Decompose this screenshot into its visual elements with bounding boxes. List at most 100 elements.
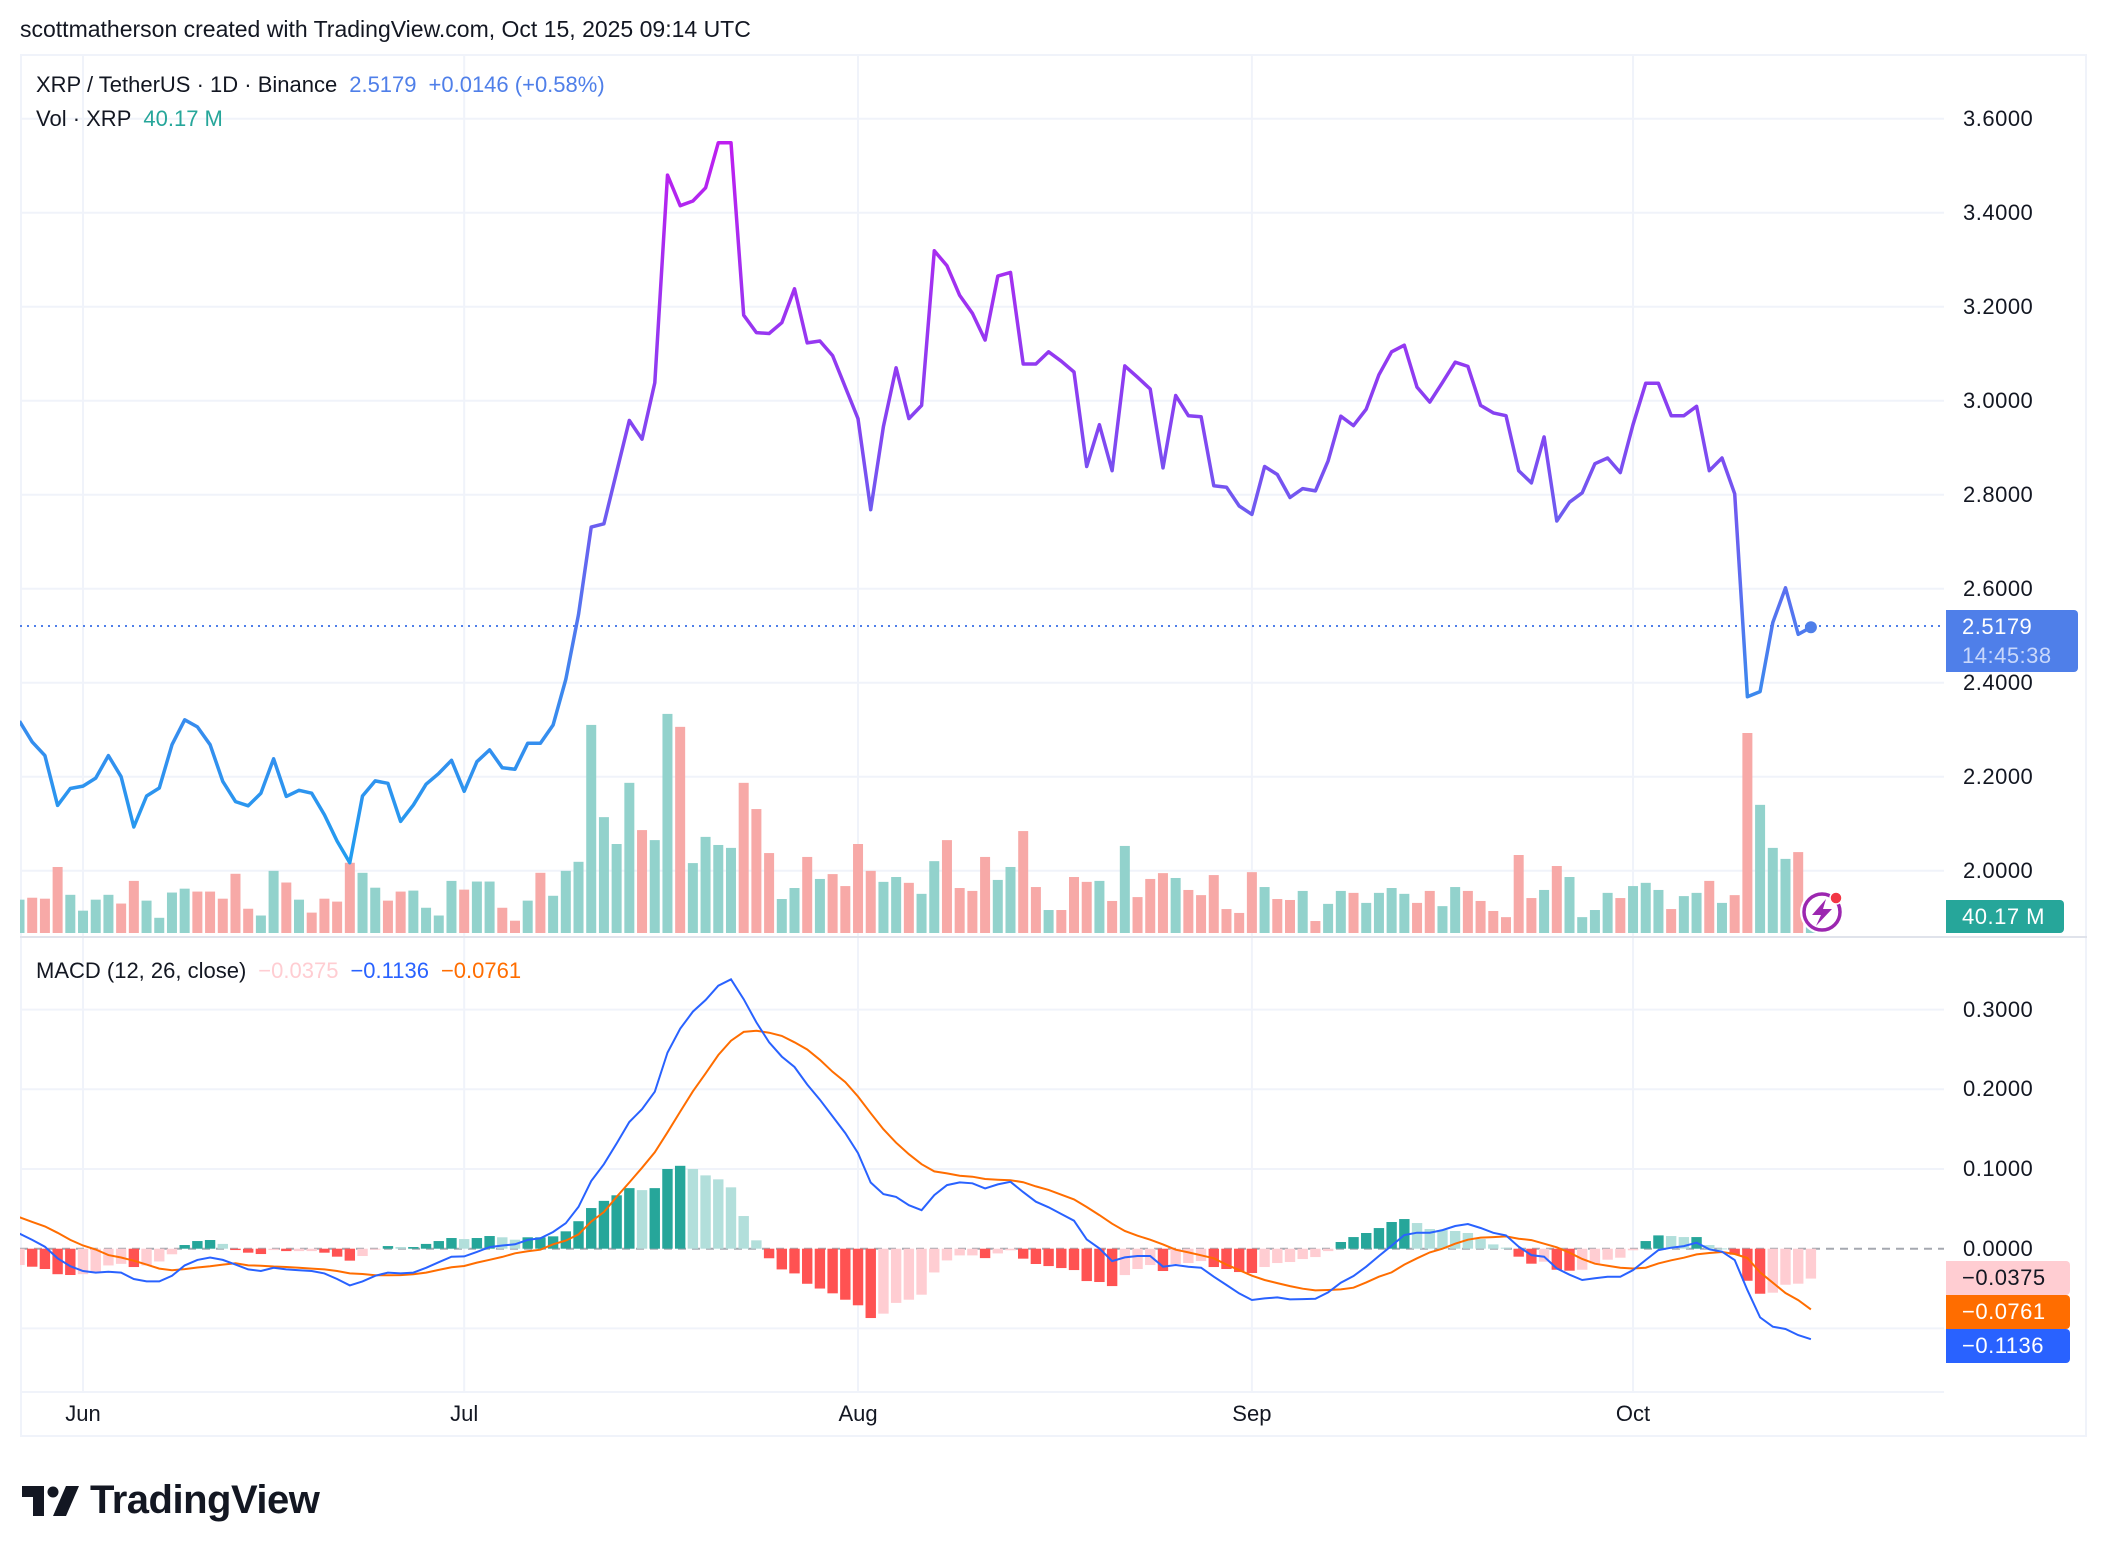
volume-bar xyxy=(751,809,762,933)
volume-bar xyxy=(1272,899,1283,933)
macd-histogram-bar xyxy=(1373,1228,1385,1249)
volume-bar xyxy=(281,882,292,933)
volume-bar xyxy=(166,892,177,933)
last-price-tag-value: 2.5179 xyxy=(1962,614,2033,639)
time-axis-label: Jun xyxy=(65,1401,101,1426)
signal-tag: −0.0761 xyxy=(1946,1295,2070,1329)
alert-lightning-icon[interactable] xyxy=(1800,890,1844,934)
macd-histogram-bar xyxy=(1589,1248,1601,1264)
macd-histogram-value: −0.0375 xyxy=(258,958,339,983)
volume-bar xyxy=(268,870,279,933)
price-axis-label: 3.6000 xyxy=(1963,105,2034,131)
volume-bar xyxy=(992,879,1003,933)
volume-bar xyxy=(1018,831,1029,933)
macd-histogram-bar xyxy=(776,1248,787,1270)
macd-histogram-bar xyxy=(1068,1248,1080,1271)
volume-bar xyxy=(1323,903,1334,933)
volume-bar xyxy=(294,899,305,933)
volume-bar xyxy=(1183,889,1194,933)
macd-histogram-bar xyxy=(662,1169,673,1249)
grid-lines xyxy=(20,56,1944,1392)
macd-histogram-bar xyxy=(916,1248,927,1295)
macd-histogram-bar xyxy=(1449,1231,1461,1249)
volume-bar xyxy=(789,888,800,933)
macd-histogram-bar xyxy=(1056,1248,1067,1269)
volume-bar xyxy=(1615,898,1626,933)
macd-histogram-bar xyxy=(1246,1248,1258,1274)
volume-bar xyxy=(1526,898,1537,933)
volume-bar xyxy=(1462,890,1473,933)
time-axis-label: Jul xyxy=(450,1401,479,1426)
volume-bar xyxy=(1678,896,1689,933)
volume-bar xyxy=(179,888,190,933)
volume-bar xyxy=(611,844,622,933)
macd-histogram-bar xyxy=(1335,1242,1347,1249)
volume-bar xyxy=(78,910,89,933)
macd-axis-label: 0.3000 xyxy=(1963,996,2034,1022)
macd-histogram-bar xyxy=(1475,1239,1486,1249)
time-axis-label: Aug xyxy=(838,1401,878,1426)
macd-histogram-bar xyxy=(954,1248,965,1256)
volume-bar xyxy=(1005,866,1016,933)
symbol-legend[interactable]: XRP / TetherUS · 1D · Binance 2.5179 +0.… xyxy=(36,72,605,98)
volume-bar xyxy=(433,915,444,933)
macd-histogram-bar xyxy=(242,1248,254,1253)
macd-histogram-bar xyxy=(179,1245,190,1249)
macd-histogram-bar xyxy=(814,1248,826,1289)
volume-bar xyxy=(1361,902,1372,933)
macd-histogram-bar xyxy=(1272,1248,1283,1264)
macd-histogram-bar xyxy=(217,1243,228,1249)
volume-bar xyxy=(1666,909,1677,933)
macd-signal-value: −0.0761 xyxy=(440,958,522,983)
histogram-tag: −0.0375 xyxy=(1946,1261,2070,1295)
macd-histogram-bar xyxy=(1551,1248,1563,1270)
macd-histogram-bar xyxy=(497,1237,508,1249)
volume-legend[interactable]: Vol · XRP 40.17 M xyxy=(36,106,223,132)
macd-histogram-bar xyxy=(611,1195,622,1249)
last-price-tag: 2.5179 14:45:38 xyxy=(1946,610,2078,672)
macd-legend[interactable]: MACD (12, 26, close) −0.0375 −0.1136 −0.… xyxy=(36,958,521,984)
volume-bar xyxy=(586,724,597,933)
macd-histogram-bar xyxy=(331,1248,343,1257)
macd-histogram-bar xyxy=(865,1248,876,1319)
macd-histogram-bar xyxy=(1081,1248,1092,1282)
volume-bar xyxy=(27,897,38,933)
volume-bar xyxy=(1551,866,1562,933)
macd-histogram-bar xyxy=(1348,1237,1359,1249)
macd-histogram-bar xyxy=(1322,1248,1334,1252)
volume-bar xyxy=(344,862,355,933)
macd-histogram-bar xyxy=(1106,1248,1118,1287)
volume-bar xyxy=(1310,921,1321,933)
macd-histogram-bar xyxy=(1119,1248,1131,1276)
volume-bar xyxy=(1119,845,1130,933)
volume-bar xyxy=(929,861,940,933)
volume-bar xyxy=(548,895,559,933)
volume-bar xyxy=(1145,878,1156,933)
volume-bar xyxy=(1056,910,1067,933)
volume-bar xyxy=(1691,892,1702,933)
volume-bar xyxy=(230,873,241,933)
macd-histogram-bar xyxy=(115,1248,127,1264)
macd-histogram-bar xyxy=(827,1248,838,1294)
price-axis-label: 3.2000 xyxy=(1963,293,2034,319)
price-axis-label: 3.4000 xyxy=(1963,199,2034,225)
macd-histogram-bar xyxy=(1500,1247,1512,1249)
volume-bar xyxy=(205,891,216,933)
macd-histogram-bar xyxy=(636,1190,648,1249)
macd-histogram-bar xyxy=(1767,1248,1778,1293)
volume-bar xyxy=(243,908,254,933)
volume-bar xyxy=(764,853,775,933)
volume-bar xyxy=(332,901,343,933)
macd-histogram-bar xyxy=(1742,1248,1753,1281)
volume-bar xyxy=(217,898,228,933)
volume-bar xyxy=(192,891,203,933)
volume-bar xyxy=(408,890,419,933)
tradingview-logo[interactable]: TradingView xyxy=(22,1478,320,1523)
macd-histogram-bar xyxy=(166,1248,178,1255)
volume-bar xyxy=(141,900,152,933)
volume-bar xyxy=(1640,882,1651,933)
volume-bar xyxy=(1729,895,1740,933)
macd-histogram-bar xyxy=(1564,1248,1575,1271)
macd-histogram-bar xyxy=(306,1248,317,1252)
